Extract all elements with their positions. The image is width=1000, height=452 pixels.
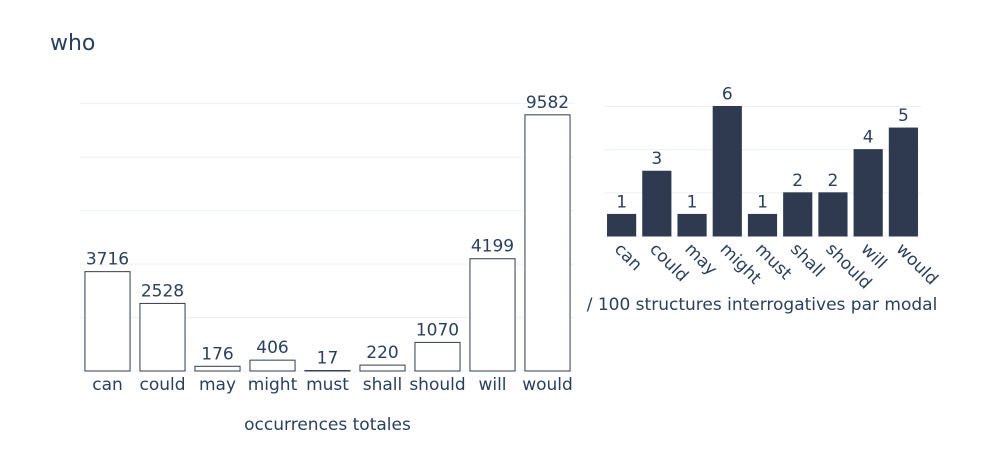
value-label: 3716 (86, 250, 129, 270)
value-label: 3 (651, 149, 662, 169)
bar (524, 114, 571, 372)
bar (84, 271, 131, 372)
x-tick-label: will (478, 375, 506, 395)
value-label: 17 (317, 349, 339, 369)
value-label: 4199 (471, 237, 514, 257)
value-label: 2528 (141, 281, 184, 301)
bar (747, 213, 778, 237)
bar (194, 365, 241, 372)
value-label: 2 (792, 171, 803, 191)
x-tick-label: should (409, 375, 465, 395)
bar (888, 127, 918, 237)
bar (249, 359, 296, 372)
value-label: 2 (828, 171, 839, 191)
x-tick-label: must (306, 375, 349, 395)
bar (139, 302, 186, 372)
value-label: 9582 (526, 93, 569, 113)
x-axis-title: / 100 structures interrogatives par moda… (587, 295, 938, 315)
bar (414, 341, 461, 372)
bar (853, 149, 883, 237)
bar (783, 192, 813, 237)
value-label: 1 (616, 192, 627, 212)
value-label: 6 (722, 84, 733, 104)
bar (469, 258, 516, 372)
x-tick-label: shall (786, 239, 828, 281)
x-axis-title: occurrences totales (244, 415, 411, 435)
chart-title: who (50, 31, 95, 56)
x-tick-label: may (199, 375, 236, 395)
value-label: 4 (863, 128, 874, 148)
x-tick-label: would (522, 375, 573, 395)
value-label: 406 (256, 338, 288, 358)
value-label: 1070 (416, 320, 459, 340)
value-label: 5 (898, 106, 909, 126)
x-tick-label: can (92, 375, 123, 395)
x-tick-label: might (248, 375, 298, 395)
value-label: 1 (757, 192, 768, 212)
x-tick-label: could (645, 239, 692, 286)
value-label: 176 (201, 344, 233, 364)
value-label: 220 (366, 343, 398, 363)
x-tick-label: would (892, 239, 942, 289)
bar (818, 192, 848, 237)
x-tick-label: could (139, 375, 185, 395)
bar (712, 105, 742, 237)
x-tick-label: shall (363, 375, 403, 395)
bar (642, 170, 672, 237)
x-tick-label: can (610, 239, 646, 275)
value-label: 1 (687, 192, 698, 212)
bar (607, 213, 637, 237)
bar (677, 213, 707, 237)
bar (359, 364, 406, 372)
